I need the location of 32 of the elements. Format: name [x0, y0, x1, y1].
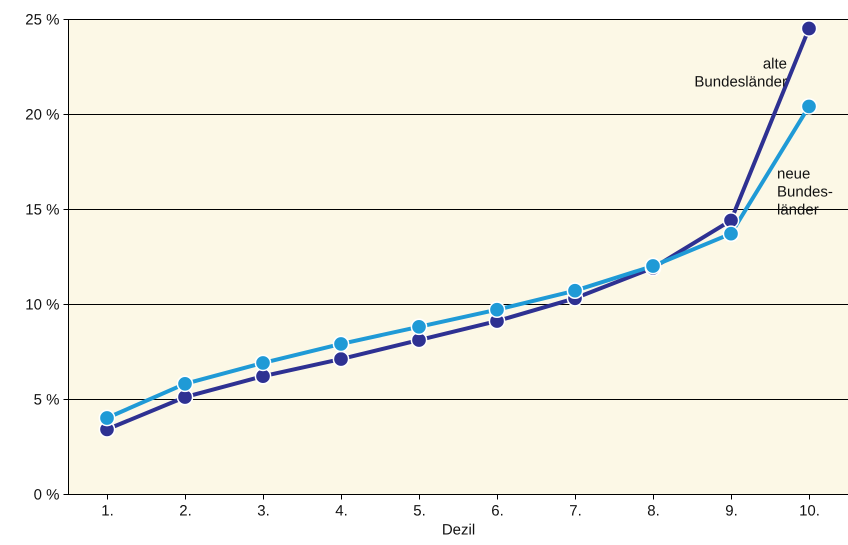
x-tick-label: 6. [491, 502, 504, 520]
point [98, 410, 116, 426]
x-tick-label: 8. [647, 502, 660, 520]
point [410, 318, 428, 336]
y-tick-label: 0 % [34, 486, 60, 504]
point [332, 336, 350, 352]
point [254, 354, 272, 372]
point [722, 225, 740, 242]
x-tick-label: 10. [799, 502, 820, 520]
point [800, 98, 818, 115]
point [176, 375, 194, 392]
point [800, 20, 818, 37]
x-tick-label: 9. [725, 502, 738, 520]
x-tick-label: 1. [101, 502, 114, 520]
point [722, 212, 740, 229]
point [410, 332, 428, 348]
point [488, 301, 506, 318]
y-tick-label: 25 % [25, 12, 60, 28]
x-axis-title: Dezil [442, 522, 476, 538]
point [254, 368, 272, 385]
x-tick-label: 2. [179, 502, 192, 520]
point [176, 388, 194, 406]
point [566, 282, 584, 300]
x-tick-label: 3. [257, 502, 270, 520]
y-tick-label: 5 % [34, 392, 60, 408]
x-tick-label: 4. [335, 502, 348, 520]
x-tick-label: 7. [569, 502, 582, 520]
y-tick-label: 15 % [25, 202, 60, 218]
y-tick-label: 10 % [25, 296, 60, 314]
x-tick-label: 5. [413, 502, 426, 520]
point [332, 350, 350, 368]
y-tick-label: 20 % [25, 106, 60, 124]
